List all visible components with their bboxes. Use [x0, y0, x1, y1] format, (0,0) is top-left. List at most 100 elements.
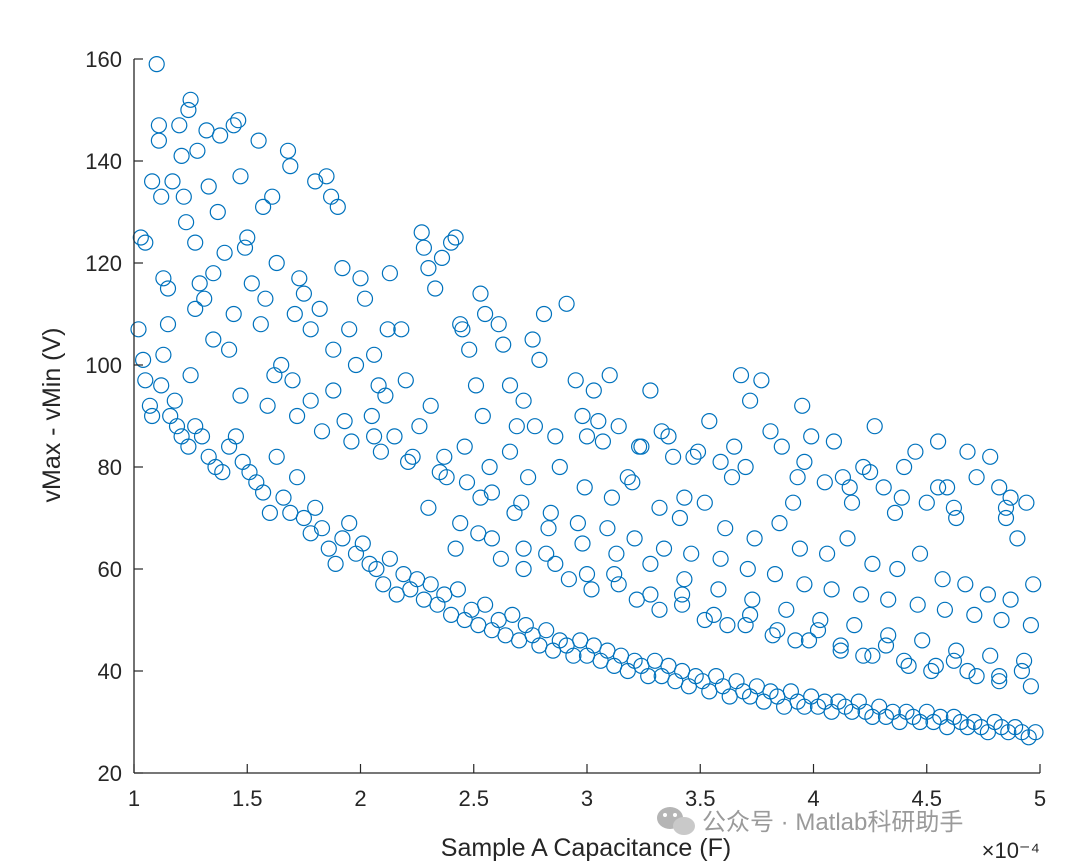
data-point — [458, 474, 476, 491]
data-point — [320, 540, 337, 557]
data-point — [279, 142, 297, 159]
data-point — [640, 667, 657, 685]
data-point — [744, 591, 761, 608]
data-point — [739, 560, 756, 578]
data-point — [809, 622, 827, 639]
data-point — [1025, 576, 1042, 593]
data-point — [255, 484, 272, 501]
data-point — [352, 270, 369, 287]
data-point — [796, 453, 813, 470]
data-point — [1013, 662, 1031, 680]
data-point — [945, 652, 963, 669]
data-point — [843, 494, 861, 511]
data-point — [880, 627, 897, 644]
data-point — [420, 260, 437, 277]
data-point — [243, 275, 260, 292]
data-point — [447, 540, 464, 557]
data-point — [289, 407, 306, 425]
data-point — [132, 229, 149, 246]
data-point — [252, 316, 269, 333]
data-point — [710, 581, 727, 598]
data-point — [144, 407, 161, 425]
data-point — [302, 525, 319, 542]
data-point — [196, 290, 213, 307]
data-point — [1015, 652, 1033, 669]
data-point — [737, 616, 754, 634]
data-point — [182, 91, 199, 108]
data-point — [433, 249, 451, 266]
data-point — [200, 178, 217, 195]
data-point — [696, 494, 713, 511]
y-tick-label: 20 — [98, 761, 122, 786]
data-point — [1002, 591, 1019, 608]
data-point — [789, 469, 806, 486]
data-point — [477, 305, 494, 323]
x-tick-label: 3.5 — [685, 786, 716, 811]
data-point — [766, 565, 784, 583]
data-point — [411, 418, 428, 435]
data-point — [877, 637, 895, 654]
data-point — [313, 520, 331, 537]
data-point — [515, 540, 532, 557]
data-point — [354, 535, 371, 552]
data-point — [866, 418, 883, 435]
data-point — [540, 520, 557, 537]
data-point — [150, 132, 167, 149]
data-point — [336, 413, 353, 430]
data-point — [166, 392, 183, 409]
data-point — [547, 555, 564, 573]
data-point — [250, 132, 267, 149]
data-point — [689, 443, 707, 460]
data-point — [900, 657, 917, 675]
data-point — [1002, 489, 1019, 506]
data-point — [624, 474, 641, 491]
data-point — [818, 545, 836, 562]
data-point — [230, 112, 247, 129]
data-point — [381, 550, 398, 567]
data-point — [205, 331, 222, 348]
data-point — [452, 514, 469, 532]
data-point — [268, 448, 285, 465]
data-point — [356, 290, 374, 307]
data-point — [1022, 616, 1040, 634]
data-point — [171, 117, 188, 134]
data-point — [515, 392, 532, 409]
data-point — [427, 280, 444, 297]
data-point — [606, 565, 623, 583]
data-point — [334, 530, 351, 547]
data-point — [400, 453, 417, 470]
data-point — [551, 458, 568, 476]
data-point — [187, 234, 204, 251]
data-point — [368, 560, 385, 578]
data-point — [477, 596, 494, 613]
x-tick-label: 1.5 — [232, 786, 263, 811]
data-point — [875, 479, 892, 496]
data-point — [193, 428, 211, 445]
data-point — [991, 667, 1008, 685]
data-point — [569, 514, 587, 532]
axes — [133, 58, 1041, 774]
data-point — [153, 188, 170, 205]
data-point — [583, 581, 600, 598]
data-point — [506, 504, 523, 522]
data-point — [225, 305, 242, 323]
data-point — [381, 265, 398, 282]
data-point — [968, 667, 985, 685]
data-point — [712, 453, 729, 470]
data-point — [375, 576, 392, 593]
data-point — [347, 356, 365, 374]
data-point — [341, 321, 358, 338]
data-point — [741, 606, 759, 624]
data-point — [911, 545, 929, 562]
data-point — [800, 632, 818, 649]
data-point — [719, 616, 736, 634]
data-point — [610, 418, 627, 435]
data-point — [914, 632, 931, 649]
data-point — [938, 479, 956, 496]
x-tick-label: 2 — [354, 786, 366, 811]
data-point — [264, 188, 281, 205]
data-point — [372, 443, 389, 460]
y-tick-label: 60 — [98, 557, 122, 582]
data-point — [567, 372, 584, 389]
tick-labels: 1 1.5 2 2.5 3 3.5 4 4.5 5 20 40 60 80 100 120 140 160 — [85, 47, 1046, 811]
